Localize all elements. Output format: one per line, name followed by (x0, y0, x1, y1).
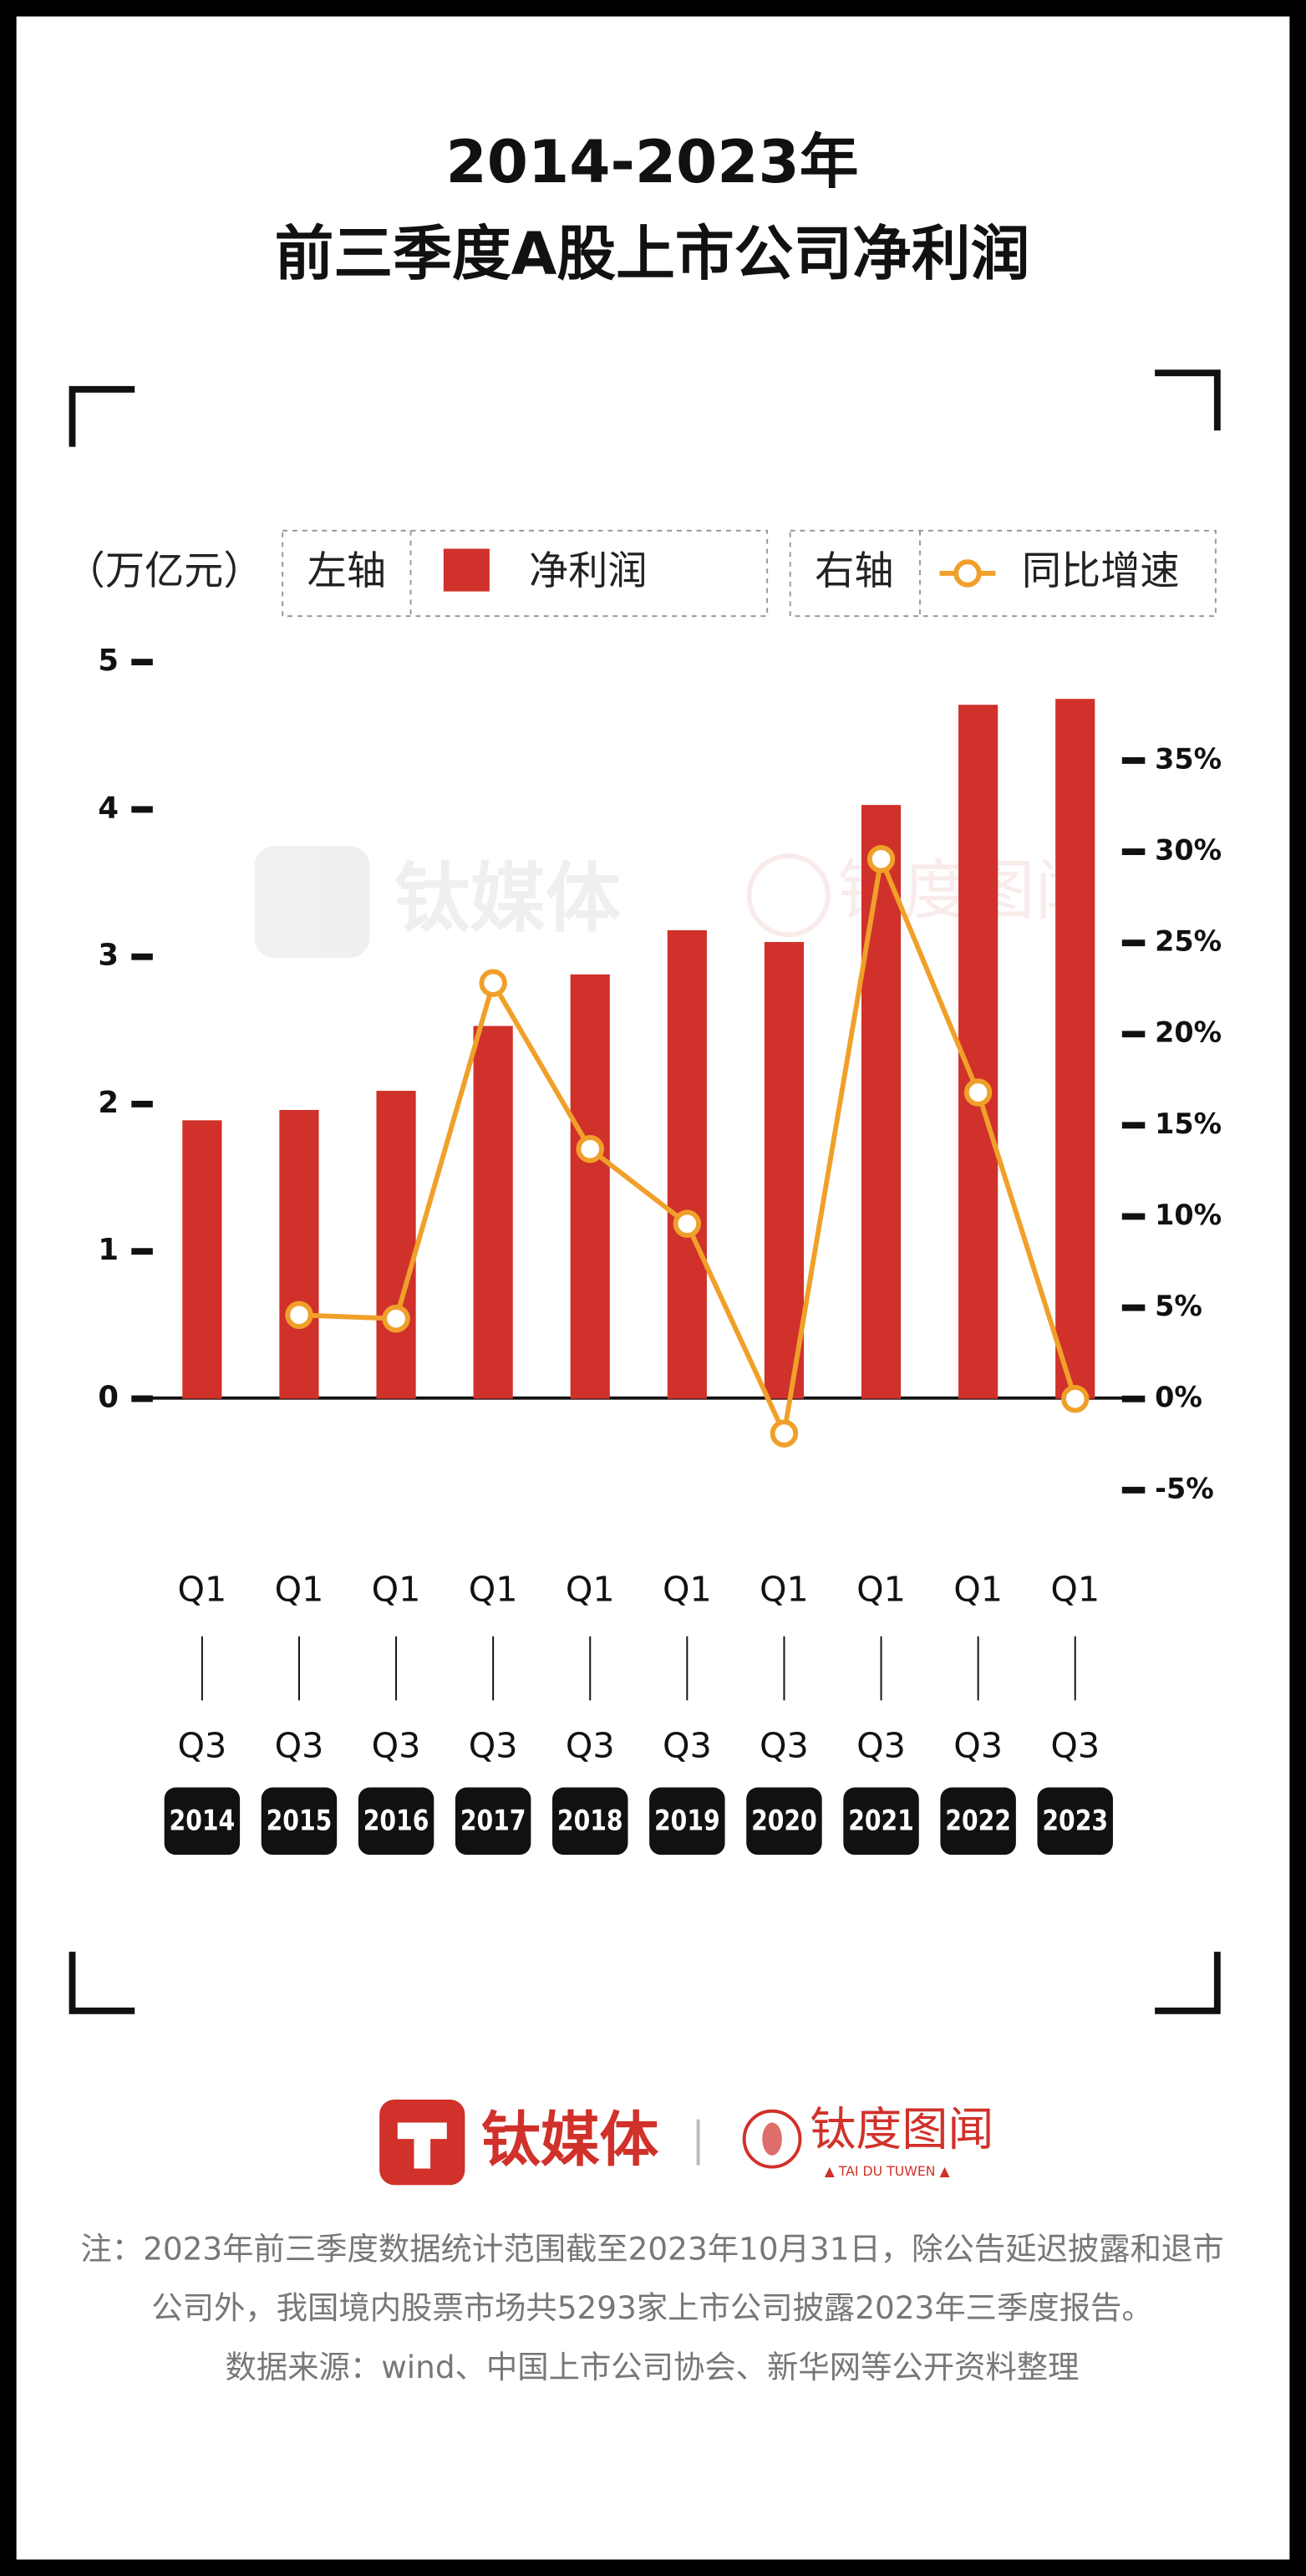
watermark-logo (254, 846, 370, 958)
period-start: Q1 (566, 1570, 615, 1610)
period-end: Q3 (1050, 1725, 1100, 1765)
bar (473, 1026, 513, 1399)
bar (376, 1091, 416, 1399)
bar (1055, 699, 1095, 1399)
bar (279, 1109, 319, 1399)
x-tick-label: 2022 (945, 1804, 1011, 1836)
bar (958, 705, 999, 1399)
note-line: 注：2023年前三季度数据统计范围截至2023年10月31日，除公告延迟披露和退… (80, 2230, 1223, 2267)
period-end: Q3 (663, 1725, 712, 1765)
legend-axis-label: 右轴 (815, 548, 893, 594)
title-line: 2014-2023年 (446, 127, 859, 196)
y-tick-label: 1 (98, 1233, 119, 1267)
note-line: 数据来源：wind、中国上市公司协会、新华网等公开资料整理 (226, 2349, 1080, 2385)
logo-text: 钛媒体 (481, 2105, 659, 2175)
x-tick-label: 2015 (267, 1804, 333, 1836)
y-tick-label: 2 (98, 1086, 119, 1120)
period-start: Q1 (760, 1570, 809, 1610)
bar (861, 805, 902, 1399)
y2-tick-label: 20% (1155, 1016, 1222, 1049)
bar (667, 929, 707, 1399)
period-start: Q1 (275, 1570, 324, 1610)
y-tick-label: 3 (98, 939, 119, 973)
x-tick-label: 2016 (363, 1804, 429, 1836)
y-tick-label: 5 (98, 644, 119, 678)
year-badge (746, 1787, 822, 1856)
year-badge (843, 1787, 919, 1856)
x-tick-label: 2018 (557, 1804, 623, 1836)
watermark-logo (746, 853, 831, 938)
y2-tick-label: 30% (1155, 834, 1222, 867)
y2-tick-label: 10% (1155, 1199, 1222, 1231)
period-end: Q3 (469, 1725, 518, 1765)
line-point (382, 1304, 410, 1333)
x-tick-label: 2021 (848, 1804, 914, 1836)
y2-tick-label: 25% (1155, 925, 1222, 958)
period-start: Q1 (1050, 1570, 1100, 1610)
legend-box (282, 529, 769, 618)
period-end: Q3 (275, 1725, 324, 1765)
line-point (576, 1135, 604, 1163)
y2-tick-label: 0% (1155, 1381, 1202, 1413)
x-tick-label: 2023 (1042, 1804, 1108, 1836)
corner-brackets (69, 369, 1221, 2014)
legend-label: 净利润 (529, 548, 648, 594)
legend-axis-label: 左轴 (307, 548, 386, 594)
bar (764, 942, 805, 1399)
period-start: Q1 (856, 1570, 906, 1610)
y2-tick-label: 15% (1155, 1107, 1222, 1140)
logo-icon-t (397, 2122, 447, 2169)
legend-label: 同比增速 (1022, 548, 1180, 594)
note-line: 公司外，我国境内股票市场共5293家上市公司披露2023年三季度报告。 (151, 2289, 1153, 2326)
line-point (866, 845, 896, 873)
logo-icon (762, 2122, 782, 2156)
line-point (285, 1301, 313, 1329)
period-start: Q1 (953, 1570, 1003, 1610)
y2-tick-label: -5% (1155, 1472, 1214, 1504)
x-tick-label: 2017 (460, 1804, 526, 1836)
period-start: Q1 (469, 1570, 518, 1610)
x-tick-label: 2020 (751, 1804, 817, 1836)
logo-text: 钛度图闻 (810, 2102, 993, 2156)
period-end: Q3 (566, 1725, 615, 1765)
logo-subtext: ▲ TAI DU TUWEN ▲ (825, 2163, 951, 2179)
y2-tick-label: 5% (1155, 1290, 1202, 1322)
period-end: Q3 (856, 1725, 906, 1765)
x-tick-label: 2019 (654, 1804, 720, 1836)
x-tick-label: 2014 (170, 1804, 236, 1836)
year-badge (164, 1787, 241, 1856)
year-badge (552, 1787, 628, 1856)
line-point (963, 1078, 993, 1107)
y2-tick-label: 35% (1155, 742, 1222, 775)
year-badge (261, 1787, 338, 1856)
bar (182, 1120, 222, 1399)
period-end: Q3 (760, 1725, 809, 1765)
period-start: Q1 (663, 1570, 712, 1610)
period-start: Q1 (177, 1570, 226, 1610)
y-tick-label: 4 (98, 791, 119, 825)
period-end: Q3 (953, 1725, 1003, 1765)
title-line: 前三季度A股上市公司净利润 (275, 219, 1030, 288)
period-end: Q3 (372, 1725, 421, 1765)
year-badge (940, 1787, 1016, 1856)
year-badge (358, 1787, 434, 1856)
period-end: Q3 (177, 1725, 226, 1765)
line-point (479, 969, 507, 997)
year-badge (1037, 1787, 1113, 1856)
bar (570, 974, 610, 1399)
year-badge (455, 1787, 531, 1856)
year-badge (649, 1787, 725, 1856)
legend-swatch-marker (953, 559, 982, 588)
line-point (770, 1419, 799, 1448)
line-point (673, 1209, 702, 1238)
legend-swatch (443, 548, 490, 592)
watermark-text: 钛媒体 (394, 855, 622, 943)
line-point (1061, 1384, 1090, 1413)
y-tick-label: 0 (98, 1380, 119, 1414)
legend-box (789, 529, 1217, 618)
y-axis-unit: （万亿元） (66, 548, 263, 594)
logo-icon (742, 2109, 802, 2169)
period-start: Q1 (372, 1570, 421, 1610)
